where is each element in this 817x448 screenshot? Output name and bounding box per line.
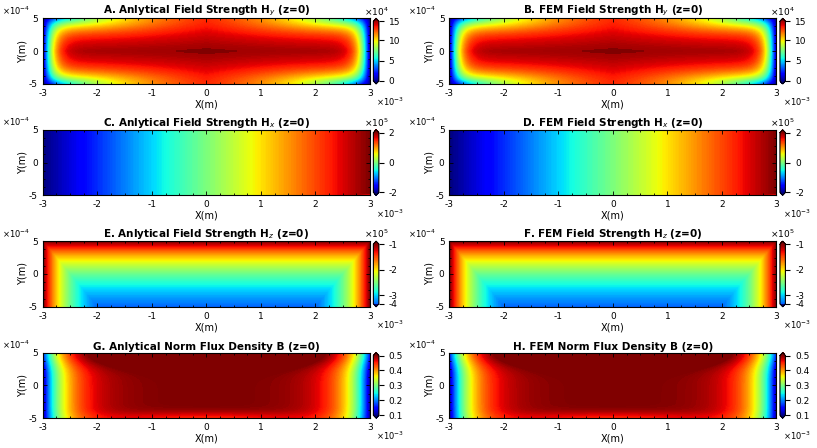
X-axis label: X(m): X(m) xyxy=(194,434,218,444)
Text: $\times10^{-4}$: $\times10^{-4}$ xyxy=(2,4,29,17)
Title: $\times10^{5}$: $\times10^{5}$ xyxy=(364,116,388,129)
Title: D. FEM Field Strength H$_x$ (z=0): D. FEM Field Strength H$_x$ (z=0) xyxy=(522,116,703,130)
Text: $\times10^{-4}$: $\times10^{-4}$ xyxy=(408,228,436,240)
Text: $\times10^{-3}$: $\times10^{-3}$ xyxy=(377,319,404,331)
PathPatch shape xyxy=(780,353,785,356)
PathPatch shape xyxy=(780,241,785,244)
PathPatch shape xyxy=(780,81,785,84)
Title: C. Anlytical Field Strength H$_x$ (z=0): C. Anlytical Field Strength H$_x$ (z=0) xyxy=(103,116,310,130)
PathPatch shape xyxy=(373,18,379,21)
Y-axis label: Y(m): Y(m) xyxy=(424,374,434,397)
Text: $\times10^{-3}$: $\times10^{-3}$ xyxy=(377,207,404,220)
Y-axis label: Y(m): Y(m) xyxy=(18,263,28,285)
PathPatch shape xyxy=(780,192,785,195)
Y-axis label: Y(m): Y(m) xyxy=(424,151,434,174)
Y-axis label: Y(m): Y(m) xyxy=(424,39,434,63)
X-axis label: X(m): X(m) xyxy=(601,322,625,332)
Text: $\times10^{-4}$: $\times10^{-4}$ xyxy=(2,339,29,351)
Text: $\times10^{-3}$: $\times10^{-3}$ xyxy=(377,430,404,443)
X-axis label: X(m): X(m) xyxy=(601,434,625,444)
PathPatch shape xyxy=(780,18,785,21)
Text: $\times10^{-3}$: $\times10^{-3}$ xyxy=(783,96,811,108)
X-axis label: X(m): X(m) xyxy=(601,99,625,109)
Y-axis label: Y(m): Y(m) xyxy=(424,263,434,285)
Title: B. FEM Field Strength H$_y$ (z=0): B. FEM Field Strength H$_y$ (z=0) xyxy=(523,4,703,18)
Text: $\times10^{-4}$: $\times10^{-4}$ xyxy=(408,116,436,129)
Title: $\times10^{4}$: $\times10^{4}$ xyxy=(364,5,388,17)
PathPatch shape xyxy=(373,353,379,356)
X-axis label: X(m): X(m) xyxy=(194,211,218,220)
PathPatch shape xyxy=(373,130,379,133)
Title: $\times10^{5}$: $\times10^{5}$ xyxy=(364,228,388,240)
X-axis label: X(m): X(m) xyxy=(194,322,218,332)
Title: G. Anlytical Norm Flux Density B (z=0): G. Anlytical Norm Flux Density B (z=0) xyxy=(93,342,319,352)
Text: $\times10^{-3}$: $\times10^{-3}$ xyxy=(783,319,811,331)
Title: F. FEM Field Strength H$_z$ (z=0): F. FEM Field Strength H$_z$ (z=0) xyxy=(523,227,703,241)
PathPatch shape xyxy=(373,415,379,418)
PathPatch shape xyxy=(373,304,379,307)
Y-axis label: Y(m): Y(m) xyxy=(18,151,28,174)
Text: $\times10^{-3}$: $\times10^{-3}$ xyxy=(783,207,811,220)
Y-axis label: Y(m): Y(m) xyxy=(18,374,28,397)
Title: A. Anlytical Field Strength H$_y$ (z=0): A. Anlytical Field Strength H$_y$ (z=0) xyxy=(103,4,310,18)
Text: $\times10^{-3}$: $\times10^{-3}$ xyxy=(783,430,811,443)
PathPatch shape xyxy=(780,304,785,307)
PathPatch shape xyxy=(780,130,785,133)
Title: $\times10^{5}$: $\times10^{5}$ xyxy=(770,228,795,240)
Title: H. FEM Norm Flux Density B (z=0): H. FEM Norm Flux Density B (z=0) xyxy=(513,342,713,352)
Y-axis label: Y(m): Y(m) xyxy=(18,39,28,63)
Text: $\times10^{-4}$: $\times10^{-4}$ xyxy=(2,116,29,129)
PathPatch shape xyxy=(373,81,379,84)
Title: $\times10^{5}$: $\times10^{5}$ xyxy=(770,116,795,129)
Title: E. Anlytical Field Strength H$_z$ (z=0): E. Anlytical Field Strength H$_z$ (z=0) xyxy=(104,227,310,241)
Text: $\times10^{-4}$: $\times10^{-4}$ xyxy=(408,4,436,17)
Title: $\times10^{4}$: $\times10^{4}$ xyxy=(770,5,795,17)
Text: $\times10^{-3}$: $\times10^{-3}$ xyxy=(377,96,404,108)
PathPatch shape xyxy=(780,415,785,418)
X-axis label: X(m): X(m) xyxy=(601,211,625,220)
PathPatch shape xyxy=(373,192,379,195)
Text: $\times10^{-4}$: $\times10^{-4}$ xyxy=(2,228,29,240)
Text: $\times10^{-4}$: $\times10^{-4}$ xyxy=(408,339,436,351)
PathPatch shape xyxy=(373,241,379,244)
X-axis label: X(m): X(m) xyxy=(194,99,218,109)
